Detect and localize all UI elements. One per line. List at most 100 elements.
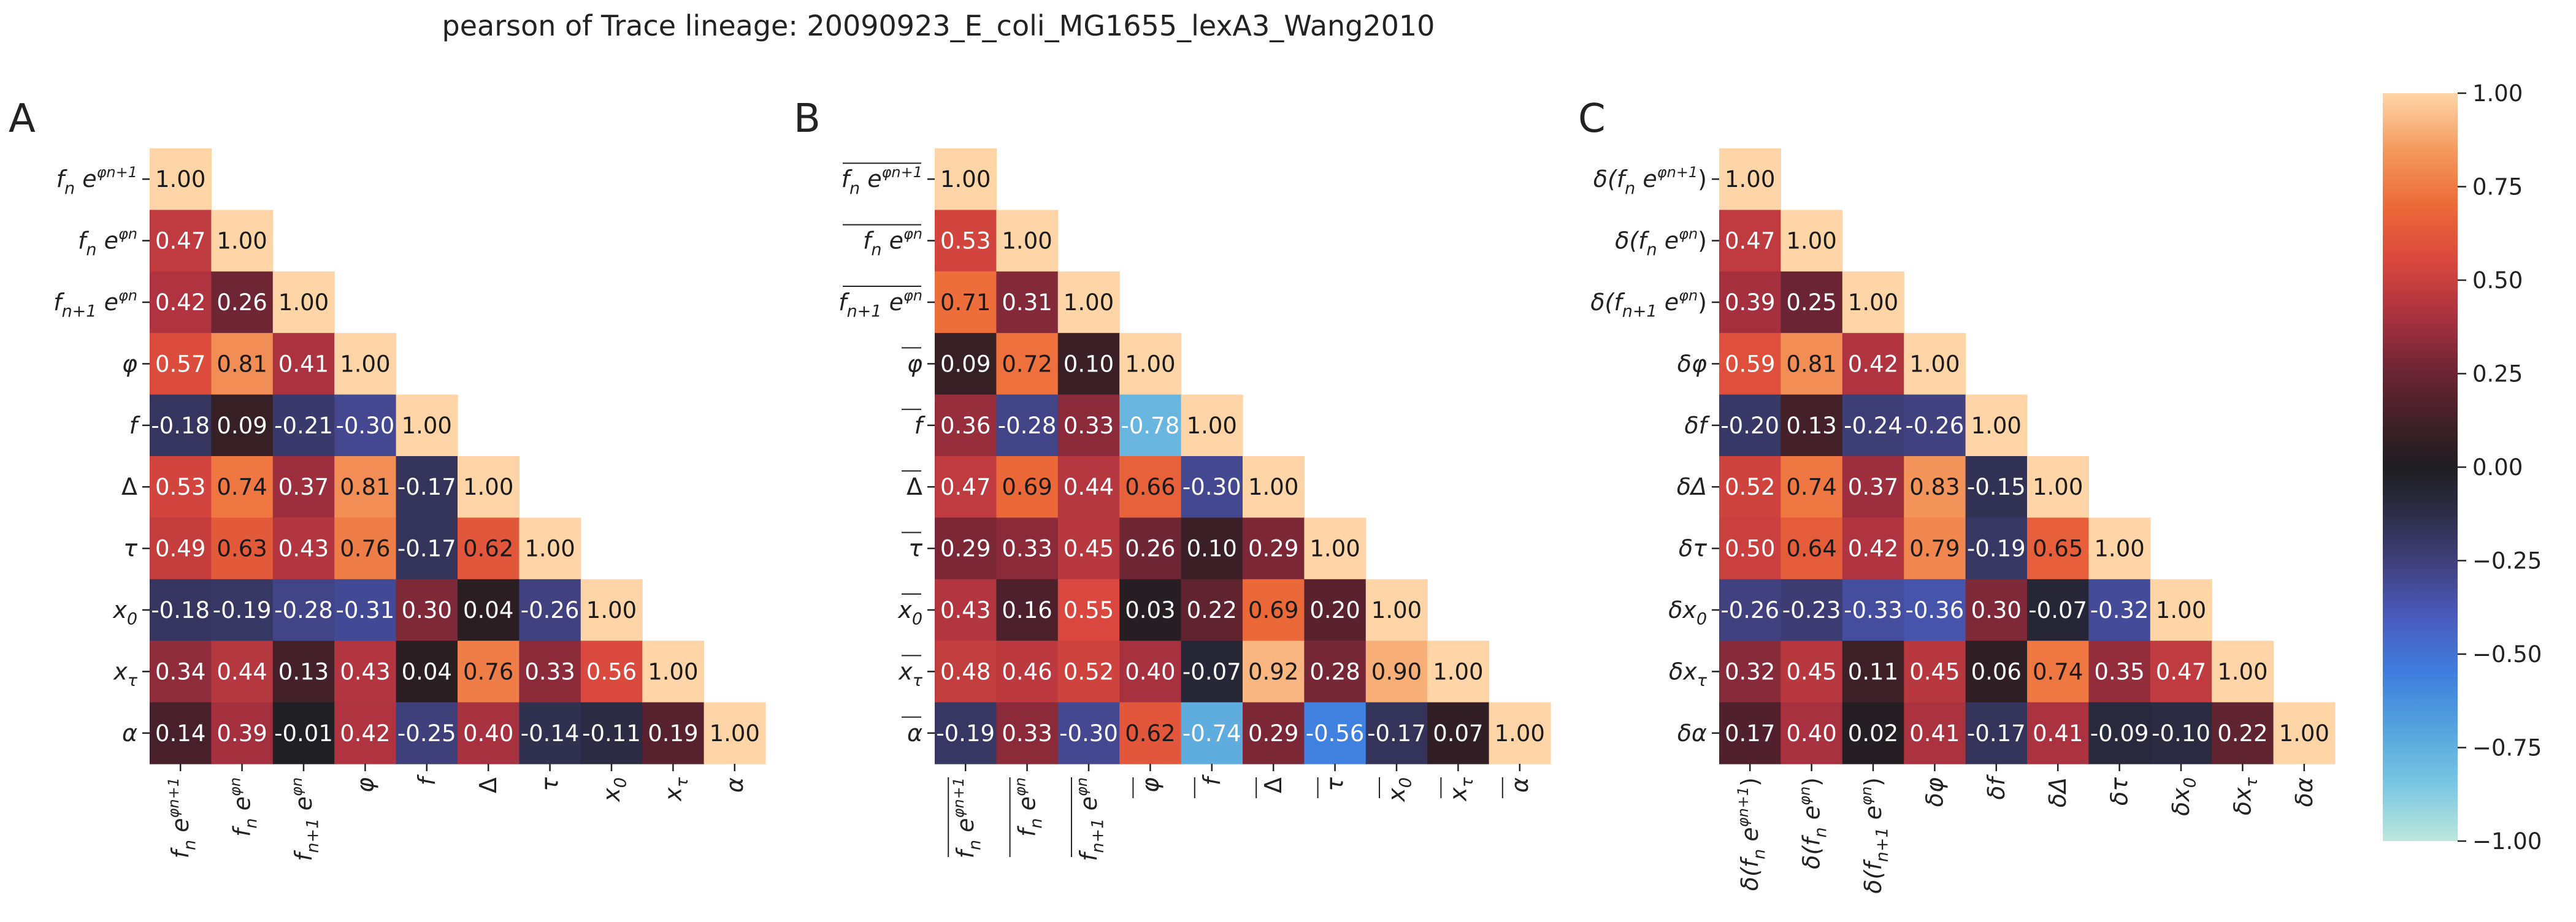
heatmap-cell (1842, 641, 1904, 703)
heatmap-cell (1965, 394, 2028, 457)
cell-value-label: 0.06 (1971, 658, 2022, 685)
heatmap-cell (2150, 702, 2212, 764)
cell-value-label: 0.52 (1064, 658, 1114, 685)
cell-value-label: -0.21 (274, 413, 333, 439)
heatmap-cell (1719, 394, 1781, 457)
cell-value-label: 0.30 (402, 597, 452, 623)
colorbar-gradient (2383, 93, 2458, 841)
x-tick-label: fn eφn​ (1012, 777, 1046, 837)
heatmap-cell (1181, 641, 1243, 703)
heatmap-cell (1904, 702, 1966, 764)
heatmap-cell (1781, 702, 1843, 764)
cell-value-label: 0.09 (217, 413, 267, 439)
cell-value-label: -0.10 (2152, 720, 2210, 747)
cell-value-label: 0.20 (1309, 597, 1360, 623)
y-tick-label: φ (122, 350, 137, 377)
cell-value-label: 0.46 (1002, 658, 1052, 685)
x-tick-label: f (413, 774, 440, 785)
cell-value-label: 1.00 (524, 536, 575, 562)
cell-value-label: 0.34 (155, 658, 205, 685)
heatmap-panel-c: C 1.00 0.47 1.00 0.39 0.25 1.00 0.59 0.81 0.42 1.0… (1578, 96, 2336, 894)
heatmap-cell (1842, 394, 1904, 457)
y-tick-label: α (907, 720, 922, 747)
heatmap-cell (519, 579, 581, 641)
y-tick-label: fn eφn+1​ (841, 164, 922, 198)
colorbar: 1.00 0.75 0.50 0.25 0.00 −0.25 −0.50 −0.75 −1.00 (2383, 80, 2542, 855)
heatmap-cell (1243, 456, 1305, 518)
cell-value-label: 0.71 (940, 289, 991, 316)
cell-value-label: -0.19 (936, 720, 995, 747)
cell-value-label: -0.07 (2028, 597, 2087, 623)
heatmap-cell (211, 333, 274, 395)
cell-value-label: 0.47 (940, 474, 991, 500)
cell-value-label: 0.29 (1248, 536, 1298, 562)
heatmap-cell (150, 579, 212, 641)
heatmap-cell (150, 641, 212, 703)
cell-value-label: 0.42 (340, 720, 390, 747)
y-tick-label: δφ (1677, 350, 1707, 377)
heatmap-cell (1057, 456, 1120, 518)
heatmap-cell (2027, 517, 2089, 580)
cell-value-label: 0.45 (1064, 536, 1114, 562)
heatmap-cell (2027, 456, 2089, 518)
cell-value-label: 1.00 (2094, 536, 2144, 562)
x-tick-label: δ(fn eφn) (1796, 777, 1831, 869)
y-tick-label: δx0​ (1668, 596, 1707, 629)
heatmap-cell (272, 333, 335, 395)
cell-value-label: -0.32 (2090, 597, 2149, 623)
cell-value-label: 0.33 (524, 658, 575, 685)
heatmap-cell (150, 210, 212, 272)
cell-value-label: -0.14 (521, 720, 580, 747)
heatmap-cell (1965, 456, 2028, 518)
cell-value-label: 1.00 (155, 166, 205, 192)
cell-value-label: 0.28 (1309, 658, 1360, 685)
heatmap-cell (1427, 702, 1490, 764)
cell-value-label: 0.33 (1002, 536, 1052, 562)
cell-value-label: -0.26 (1720, 597, 1779, 623)
heatmap-cell (2273, 702, 2336, 764)
heatmap-cell (1904, 394, 1966, 457)
heatmap-cell (458, 517, 519, 580)
heatmap-cell (2150, 641, 2212, 703)
colorbar-tick-label: −0.25 (2472, 548, 2542, 574)
cell-value-label: -0.33 (1844, 597, 1903, 623)
heatmap-cell (1365, 702, 1428, 764)
cell-value-label: 0.64 (1786, 536, 1836, 562)
cell-value-label: 0.48 (940, 658, 991, 685)
heatmap-cell (396, 517, 458, 580)
cell-value-label: 1.00 (402, 413, 452, 439)
y-tick-label: δ(fn+1 eφn) (1590, 287, 1707, 321)
y-tick-label: f (914, 412, 926, 439)
heatmap-panels: A 1.00 0.47 1.00 0.42 0.26 1.00 0.57 0.81 0.41 1.0… (9, 96, 2336, 894)
cell-value-label: 0.62 (1125, 720, 1175, 747)
x-tick-label: δ(fn eφn+1) (1735, 777, 1769, 891)
cell-value-label: 1.00 (648, 658, 698, 685)
cell-value-label: -0.07 (1183, 658, 1241, 685)
heatmap-cell (211, 579, 274, 641)
heatmap-cell (1719, 148, 1781, 210)
heatmap-cell (211, 456, 274, 518)
heatmap-cell (272, 579, 335, 641)
cell-value-label: 0.66 (1125, 474, 1175, 500)
heatmap-cell (1719, 456, 1781, 518)
cell-value-label: 0.41 (2033, 720, 2083, 747)
cell-value-label: -0.36 (1906, 597, 1965, 623)
cell-value-label: 0.50 (1725, 536, 1775, 562)
cell-value-label: 0.43 (340, 658, 390, 685)
heatmap-cell (1965, 641, 2028, 703)
heatmap-cell (1719, 210, 1781, 272)
heatmap-cell (1781, 641, 1843, 703)
cell-value-label: 0.33 (1064, 413, 1114, 439)
x-tick-label: δx0​ (2168, 777, 2200, 816)
colorbar-tick-label: 0.50 (2472, 267, 2523, 294)
heatmap-cell (1057, 333, 1120, 395)
heatmap-cell (211, 271, 274, 333)
cell-value-label: 1.00 (1495, 720, 1545, 747)
cell-value-label: -0.18 (151, 597, 210, 623)
cell-value-label: 1.00 (1371, 597, 1422, 623)
y-tick-label: δ(fn eφn+1) (1593, 164, 1707, 198)
heatmap-cell (334, 394, 397, 457)
heatmap-cell (1057, 517, 1120, 580)
heatmap-cell (150, 333, 212, 395)
heatmap-cell (519, 517, 581, 580)
